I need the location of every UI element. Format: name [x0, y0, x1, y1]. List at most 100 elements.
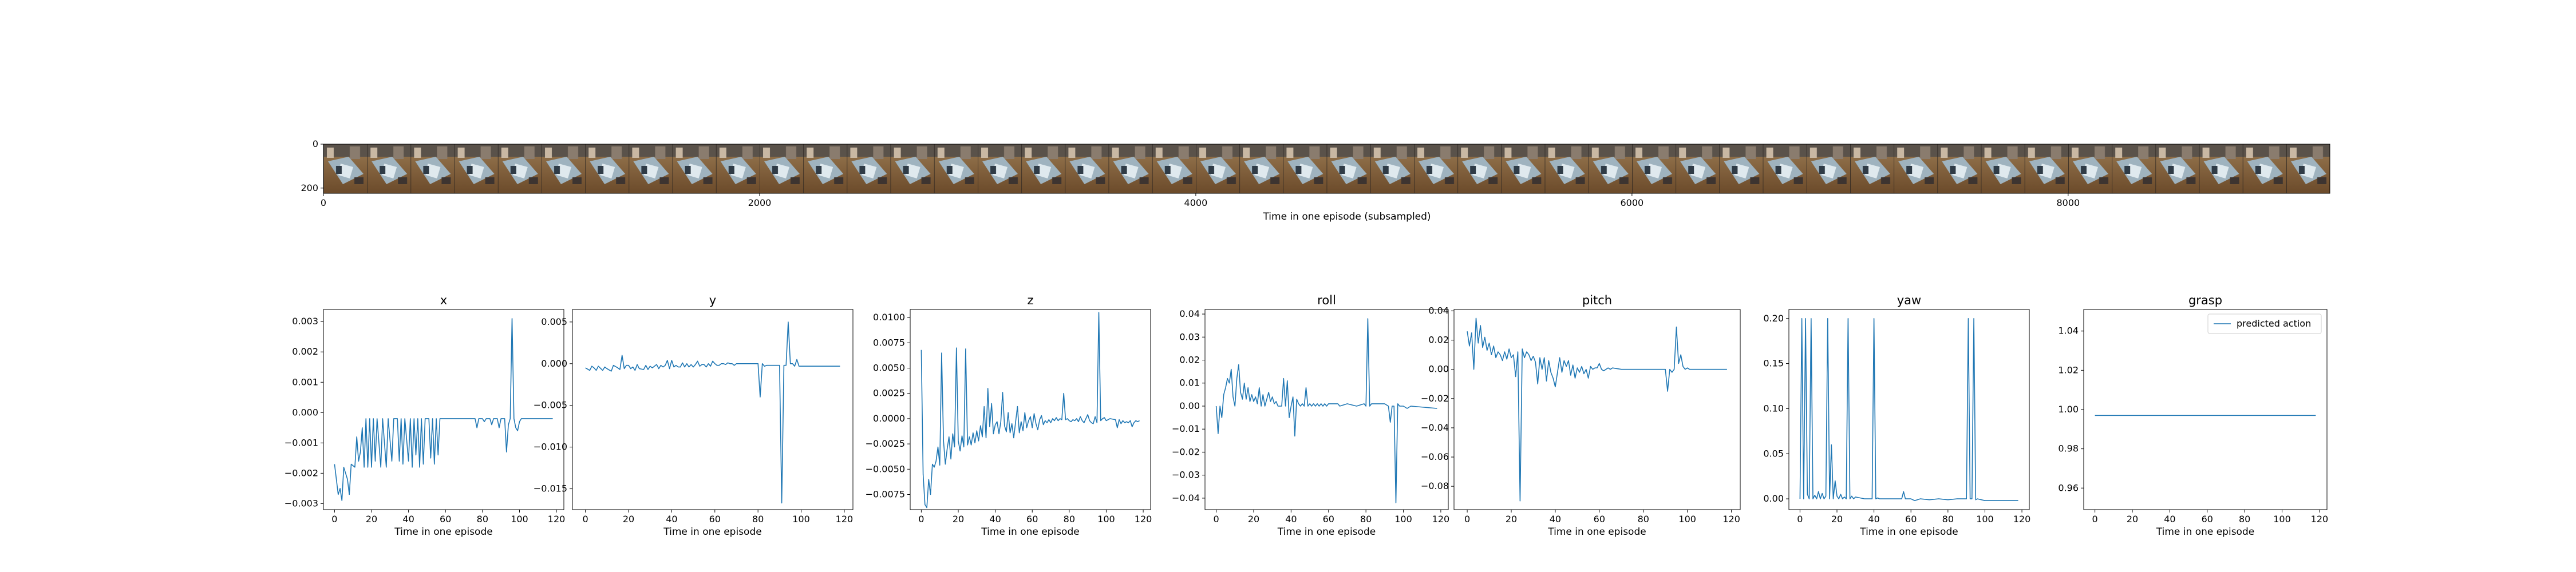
- y-tick-label: −0.005: [534, 400, 567, 411]
- x-axis-label: Time in one episode: [394, 526, 492, 538]
- x-tick-label: 0: [583, 514, 588, 525]
- x-tick-label: 80: [1064, 514, 1075, 525]
- series-line: [1215, 318, 1437, 503]
- chart-panel-roll: roll 0 20 40 60 80 100 120 −0.04 −0.03 −0.02 −0.01 0…: [1172, 293, 1449, 538]
- x-tick-label: 40: [989, 514, 1001, 525]
- x-tick-label: 120: [1135, 514, 1152, 525]
- y-tick-label: 0.00: [1428, 364, 1449, 375]
- y-tick-label: −0.03: [1172, 470, 1200, 480]
- y-tick-label: −0.001: [285, 437, 318, 448]
- axes-frame: [2083, 309, 2328, 510]
- strip-frame: [323, 144, 2330, 194]
- y-tick-label: 0.0075: [873, 337, 905, 348]
- y-tick-label: 0.96: [2058, 482, 2079, 493]
- chart-panel-pitch: pitch 0 20 40 60 80 100 120 −0.08 −0.06 −0.04 −0.02…: [1421, 293, 1741, 538]
- x-tick-label: 60: [1905, 514, 1917, 525]
- x-tick-label: 40: [2164, 514, 2175, 525]
- y-tick-label: −0.0075: [866, 488, 905, 499]
- x-tick-label: 0: [918, 514, 924, 525]
- y-tick-label: 0.00: [1179, 400, 1200, 411]
- y-tick-label: −0.04: [1172, 492, 1200, 503]
- series-line: [585, 321, 840, 504]
- x-tick-label: 0: [2092, 514, 2098, 525]
- x-tick-label: 100: [1976, 514, 1994, 525]
- panel-title: z: [1027, 293, 1033, 307]
- panel-title: y: [709, 293, 716, 307]
- x-tick-label: 40: [666, 514, 677, 525]
- x-tick-label: 20: [623, 514, 634, 525]
- x-tick-label: 40: [1550, 514, 1561, 525]
- chart-panel-yaw: yaw 0 20 40 60 80 100 120 0.00 0.05 0.10 0.15 0.20 Ti…: [1763, 293, 2030, 538]
- panel-title: roll: [1317, 293, 1336, 307]
- y-tick-label: 1.04: [2058, 325, 2079, 336]
- x-tick-label: 0: [1797, 514, 1803, 525]
- strip-x-tick-label: 6000: [1621, 197, 1644, 208]
- legend: predicted action: [2207, 313, 2322, 334]
- y-tick-label: 0.03: [1179, 331, 1200, 342]
- panel-title: x: [440, 293, 447, 307]
- y-tick-label: −0.02: [1421, 393, 1449, 404]
- x-tick-label: 0: [1214, 514, 1219, 525]
- x-tick-label: 60: [709, 514, 721, 525]
- x-tick-label: 100: [792, 514, 810, 525]
- series-line: [1799, 317, 2018, 502]
- x-tick-label: 80: [1638, 514, 1649, 525]
- x-tick-label: 60: [1323, 514, 1334, 525]
- axes-frame: [1453, 309, 1741, 510]
- x-axis-label: Time in one episode: [663, 526, 761, 538]
- y-tick-label: −0.002: [285, 467, 318, 478]
- x-tick-label: 0: [1464, 514, 1470, 525]
- chart-panels: x0 20 40 60 80 100 120−0.003−0.002−0.0010.0000…: [285, 293, 2328, 538]
- x-axis-label: Time in one episode: [1547, 526, 1646, 538]
- x-tick-label: 60: [2202, 514, 2213, 525]
- panel-title: yaw: [1897, 293, 1921, 307]
- legend-label: predicted action: [2237, 318, 2311, 329]
- y-tick-label: 0.00: [1763, 493, 1784, 504]
- x-tick-label: 120: [2311, 514, 2329, 525]
- y-tick-label: 0.003: [292, 316, 318, 327]
- strip-x-tick-label: 2000: [748, 197, 772, 208]
- y-tick-label: 0.04: [1428, 305, 1449, 316]
- axes-frame: [1204, 309, 1449, 510]
- legend-box: [2207, 313, 2322, 334]
- y-tick-label: 0.0000: [873, 413, 905, 424]
- strip-x-axis-label: Time in one episode (subsampled): [1262, 211, 1431, 223]
- x-axis-label: Time in one episode: [981, 526, 1079, 538]
- series-line: [334, 318, 553, 501]
- y-tick-label: −0.08: [1421, 480, 1449, 491]
- series-line: [920, 312, 1140, 509]
- x-tick-label: 60: [440, 514, 451, 525]
- x-tick-label: 20: [2127, 514, 2138, 525]
- series-line: [1467, 317, 1727, 502]
- x-tick-label: 20: [366, 514, 377, 525]
- x-axis-label: Time in one episode: [1277, 526, 1376, 538]
- axes-frame: [1788, 309, 2030, 510]
- y-tick-label: −0.015: [534, 483, 567, 494]
- y-tick-label: −0.04: [1421, 422, 1449, 433]
- y-tick-label: 1.00: [2058, 404, 2079, 415]
- chart-panel-z: z 0 20 40 60 80 100 120 −0.0075 −0.0050 −0.0025 0.0…: [866, 293, 1152, 538]
- x-axis-label: Time in one episode: [1859, 526, 1958, 538]
- y-tick-label: −0.0050: [866, 463, 905, 474]
- x-tick-label: 120: [548, 514, 566, 525]
- y-tick-label: 0.0050: [873, 363, 905, 374]
- strip-y-tick-label: 200: [301, 182, 318, 193]
- x-tick-label: 60: [1594, 514, 1605, 525]
- x-tick-label: 80: [1360, 514, 1372, 525]
- y-tick-label: 0.000: [541, 358, 567, 369]
- chart-panel-grasp: grasp 0 20 40 60 80 100 120 0.96 0.98 1.00 1.02 1.04…: [2058, 293, 2328, 538]
- panel-title: grasp: [2188, 293, 2222, 307]
- y-tick-label: −0.02: [1172, 446, 1200, 457]
- strip-image: [323, 144, 2330, 193]
- x-tick-label: 80: [1942, 514, 1954, 525]
- x-tick-label: 60: [1026, 514, 1038, 525]
- x-axis-label: Time in one episode: [2156, 526, 2254, 538]
- y-tick-label: −0.003: [285, 498, 318, 509]
- y-tick-label: 1.02: [2058, 364, 2079, 375]
- chart-panel-x: x 0 20 40 60 80 100 120 −0.003 −0.002 −0.001 0.000 0…: [285, 293, 566, 538]
- x-tick-label: 100: [2273, 514, 2291, 525]
- y-tick-label: 0.15: [1763, 358, 1784, 369]
